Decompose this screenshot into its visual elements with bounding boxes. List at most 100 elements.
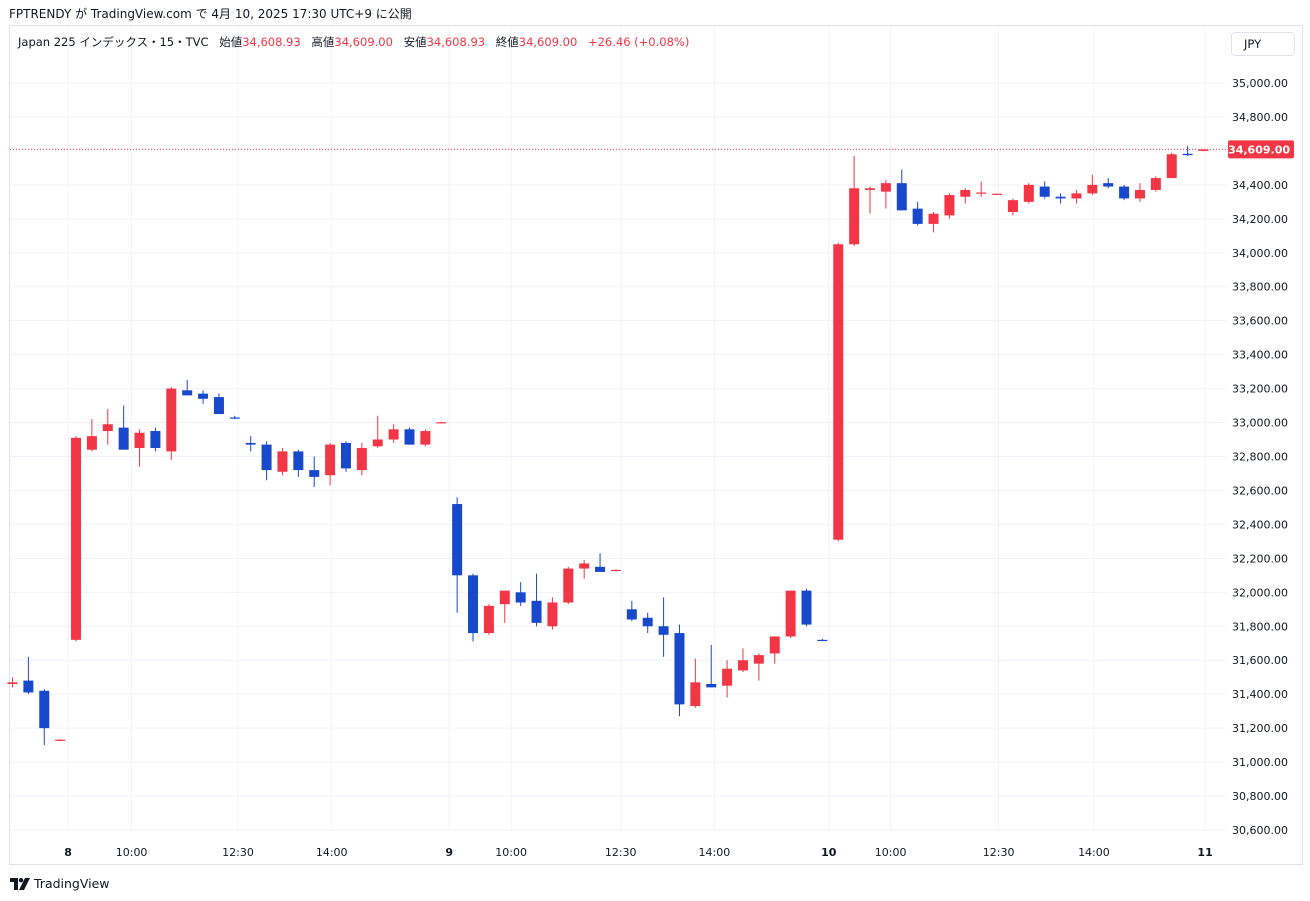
- candle-body: [198, 393, 209, 399]
- time-tick-label: 10:00: [116, 846, 148, 859]
- price-tick-label: 30,600.00: [1232, 824, 1288, 837]
- candle-body: [722, 668, 733, 686]
- candle: [404, 427, 415, 445]
- price-tick-label: 33,600.00: [1232, 315, 1288, 328]
- candle-body: [150, 431, 161, 449]
- candle-body: [293, 451, 304, 471]
- candle-body: [1150, 178, 1161, 190]
- candle: [182, 380, 193, 396]
- candle-body: [960, 189, 971, 197]
- price-tick-label: 32,400.00: [1232, 518, 1288, 531]
- candle-body: [39, 690, 50, 729]
- price-tick-label: 33,200.00: [1232, 383, 1288, 396]
- candle: [213, 393, 224, 415]
- candle: [531, 573, 542, 627]
- candle-body: [245, 442, 256, 445]
- candle: [547, 597, 558, 630]
- candle-body: [817, 639, 828, 642]
- candle-body: [737, 660, 748, 671]
- candle: [39, 689, 50, 746]
- candle-body: [706, 683, 717, 688]
- candle-body: [23, 680, 34, 693]
- change-value: +26.46 (+0.08%): [587, 35, 690, 49]
- candle-body: [420, 431, 431, 445]
- candle-body: [785, 590, 796, 637]
- candle: [515, 582, 526, 606]
- candle-body: [483, 605, 494, 634]
- candle: [277, 448, 288, 476]
- footer-brand: TradingView: [10, 876, 110, 891]
- candle: [753, 653, 764, 681]
- candle: [166, 386, 177, 460]
- candle: [785, 590, 796, 639]
- open-value: 34,608.93: [242, 35, 301, 49]
- price-tick-label: 34,200.00: [1232, 213, 1288, 226]
- candle: [436, 421, 447, 424]
- last-price-label: 34,609.00: [1228, 143, 1290, 156]
- time-tick-label: 11: [1197, 846, 1212, 859]
- candle: [452, 497, 463, 613]
- candle-body: [690, 682, 701, 707]
- candle-body: [912, 208, 923, 224]
- candle: [1103, 178, 1114, 189]
- candle: [658, 597, 669, 657]
- candle: [642, 612, 653, 634]
- price-tick-label: 33,400.00: [1232, 349, 1288, 362]
- price-tick-label: 32,600.00: [1232, 484, 1288, 497]
- candle: [388, 424, 399, 443]
- candle-body: [1055, 196, 1066, 199]
- time-axis: 8 10:00 12:30 14:00 9 10:00 12:30 14:00 10 10:00 1…: [64, 846, 1212, 859]
- candle: [23, 656, 34, 695]
- price-tick-label: 33,000.00: [1232, 417, 1288, 430]
- candle: [356, 442, 367, 476]
- candle: [992, 193, 1003, 196]
- chart-frame: [9, 25, 1303, 865]
- candle: [293, 449, 304, 477]
- price-tick-label: 32,000.00: [1232, 586, 1288, 599]
- candle-body: [1007, 200, 1018, 213]
- candle: [198, 390, 209, 404]
- candle: [1023, 183, 1034, 204]
- symbol-legend: Japan 225 インデックス・15・TVC 始値34,608.93 高値34…: [18, 34, 689, 50]
- candle-body: [1023, 184, 1034, 202]
- candle: [1198, 149, 1209, 152]
- time-tick-label: 9: [445, 846, 453, 859]
- candle: [1007, 198, 1018, 216]
- candle: [420, 429, 431, 447]
- candle: [563, 566, 574, 605]
- price-tick-label: 31,000.00: [1232, 756, 1288, 769]
- price-tick-label: 31,200.00: [1232, 722, 1288, 735]
- candle-body: [71, 437, 82, 640]
- last-price-badge-bg: [1228, 140, 1294, 159]
- candle-body: [1071, 193, 1082, 199]
- candle: [1055, 193, 1066, 204]
- candle: [134, 429, 145, 467]
- candle: [372, 415, 383, 449]
- candle: [626, 600, 637, 622]
- candle: [944, 193, 955, 219]
- grid-lines: [10, 26, 1226, 831]
- candle: [912, 201, 923, 226]
- candle: [737, 648, 748, 673]
- candle: [674, 624, 685, 717]
- time-tick-label: 14:00: [1078, 846, 1110, 859]
- candle: [579, 560, 590, 579]
- publish-info: FPTRENDY が TradingView.com で 4月 10, 2025…: [9, 7, 412, 21]
- currency-button[interactable]: JPY: [1231, 32, 1295, 56]
- candle-body: [992, 193, 1003, 195]
- low-value: 34,608.93: [426, 35, 486, 49]
- candle: [690, 658, 701, 708]
- candle-body: [849, 188, 860, 245]
- candle-body: [55, 739, 66, 741]
- time-tick-label: 8: [64, 846, 72, 859]
- candle: [483, 604, 494, 635]
- candle-body: [944, 195, 955, 216]
- time-tick-label: 10:00: [495, 846, 527, 859]
- candle-body: [1103, 183, 1114, 187]
- candle: [1166, 152, 1177, 179]
- candle: [706, 644, 717, 688]
- candle-body: [769, 636, 780, 654]
- candle: [1039, 181, 1050, 199]
- candle: [1119, 184, 1130, 201]
